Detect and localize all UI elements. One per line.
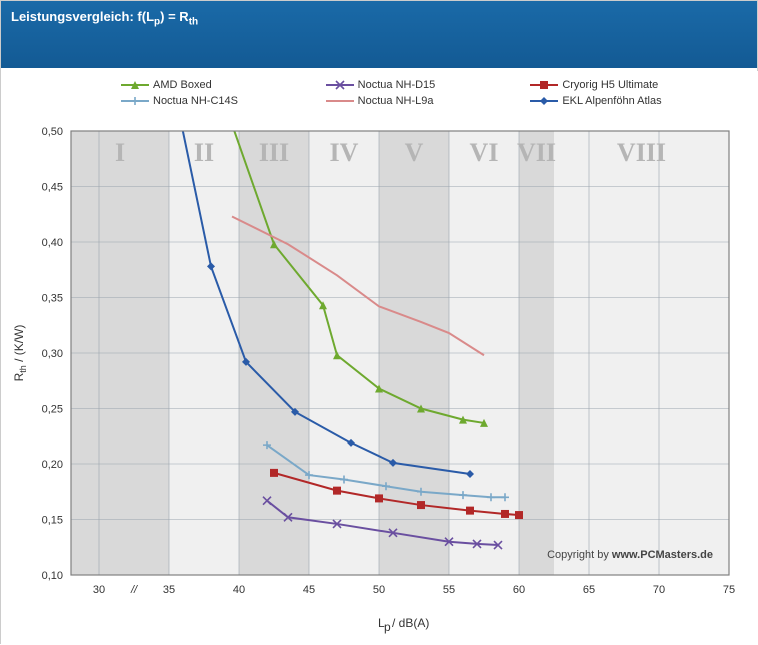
legend-item: Noctua NH-L9a xyxy=(326,95,515,107)
legend-label: Noctua NH-L9a xyxy=(358,95,434,107)
plot-svg: IIIIIIIVVVIVIIVIII0,100,150,200,250,300,… xyxy=(1,121,758,645)
legend-item: AMD Boxed xyxy=(121,79,310,91)
legend-marker-icon xyxy=(530,95,558,107)
svg-text:p: p xyxy=(384,620,391,634)
legend: AMD Boxed Noctua NH-D15 Cryorig H5 Ultim… xyxy=(121,79,719,107)
chart-title: Leistungsvergleich: f(Lp) = Rth xyxy=(11,9,198,24)
legend-item: Noctua NH-C14S xyxy=(121,95,310,107)
svg-text:0,35: 0,35 xyxy=(42,293,63,305)
copyright-notice: Copyright by www.PCMasters.de xyxy=(547,549,713,561)
svg-text:0,50: 0,50 xyxy=(42,126,63,138)
svg-text:II: II xyxy=(194,138,214,167)
svg-text:VII: VII xyxy=(517,138,556,167)
legend-label: Noctua NH-D15 xyxy=(358,79,436,91)
svg-text:Rth / (K/W): Rth / (K/W) xyxy=(12,325,28,382)
svg-text:40: 40 xyxy=(233,584,245,596)
svg-text:0,30: 0,30 xyxy=(42,348,63,360)
chart-area: AMD Boxed Noctua NH-D15 Cryorig H5 Ultim… xyxy=(1,71,758,645)
legend-marker-icon xyxy=(121,79,149,91)
svg-text:0,40: 0,40 xyxy=(42,237,63,249)
legend-item: Noctua NH-D15 xyxy=(326,79,515,91)
svg-text:0,25: 0,25 xyxy=(42,404,63,416)
svg-text:30: 30 xyxy=(93,584,105,596)
svg-text:35: 35 xyxy=(163,584,175,596)
legend-label: AMD Boxed xyxy=(153,79,212,91)
legend-label: EKL Alpenföhn Atlas xyxy=(562,95,661,107)
legend-label: Cryorig H5 Ultimate xyxy=(562,79,658,91)
svg-text://: // xyxy=(130,584,138,596)
svg-text:VIII: VIII xyxy=(617,138,666,167)
svg-text:65: 65 xyxy=(583,584,595,596)
svg-text:IV: IV xyxy=(330,138,359,167)
svg-text:70: 70 xyxy=(653,584,665,596)
svg-text:0,20: 0,20 xyxy=(42,459,63,471)
svg-text:50: 50 xyxy=(373,584,385,596)
svg-text:I: I xyxy=(115,138,125,167)
legend-marker-icon xyxy=(530,79,558,91)
svg-text:45: 45 xyxy=(303,584,315,596)
legend-marker-icon xyxy=(121,95,149,107)
svg-text:0,45: 0,45 xyxy=(42,182,63,194)
svg-text:55: 55 xyxy=(443,584,455,596)
chart-header: Leistungsvergleich: f(Lp) = Rth xyxy=(1,1,757,68)
svg-text:75: 75 xyxy=(723,584,735,596)
svg-text:/ dB(A): / dB(A) xyxy=(392,616,429,630)
legend-item: EKL Alpenföhn Atlas xyxy=(530,95,719,107)
svg-text:III: III xyxy=(259,138,289,167)
svg-text:V: V xyxy=(405,138,424,167)
legend-item: Cryorig H5 Ultimate xyxy=(530,79,719,91)
legend-label: Noctua NH-C14S xyxy=(153,95,238,107)
svg-text:VI: VI xyxy=(470,138,499,167)
svg-text:0,10: 0,10 xyxy=(42,570,63,582)
legend-marker-icon xyxy=(326,79,354,91)
legend-marker-icon xyxy=(326,95,354,107)
svg-text:60: 60 xyxy=(513,584,525,596)
svg-text:0,15: 0,15 xyxy=(42,515,63,527)
